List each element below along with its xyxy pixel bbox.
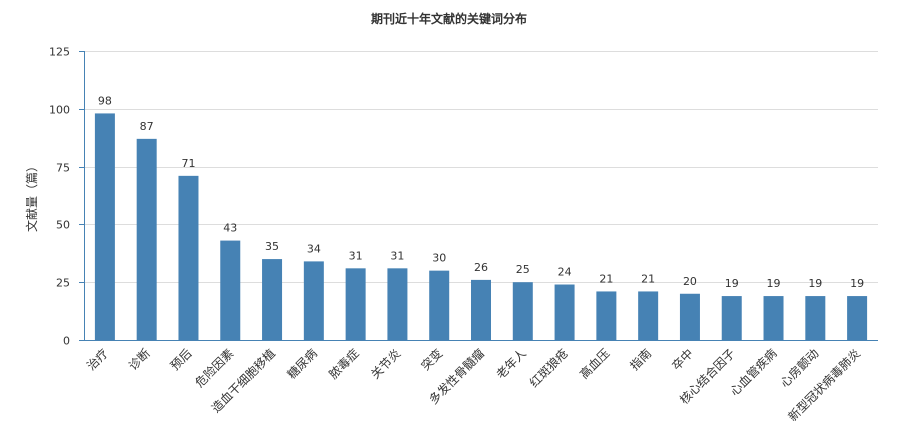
x-tick-label: 预后 xyxy=(168,346,195,373)
grid-lines xyxy=(84,51,878,283)
x-tick-label: 红斑狼疮 xyxy=(526,346,571,391)
y-tick-label: 100 xyxy=(49,104,70,117)
bar xyxy=(94,113,115,340)
y-axis-label: 文献量（篇） xyxy=(24,160,39,232)
x-tick-label: 指南 xyxy=(627,346,655,374)
y-tick-label: 50 xyxy=(56,219,70,232)
x-tick-label: 高血压 xyxy=(576,346,612,382)
bar xyxy=(429,270,450,340)
x-tick-label: 诊断 xyxy=(125,346,153,374)
bar xyxy=(471,279,491,340)
x-tick-label: 心房颤动 xyxy=(777,346,822,391)
x-tick-label: 脓毒症 xyxy=(326,346,362,382)
bar xyxy=(721,296,742,340)
data-label: 34 xyxy=(307,242,321,255)
x-tick-label: 老年人 xyxy=(494,346,529,381)
y-tick-label: 0 xyxy=(63,335,70,348)
y-tick-label: 75 xyxy=(56,162,70,175)
data-label: 19 xyxy=(808,277,822,290)
bar xyxy=(387,268,408,340)
value-labels: 98 87 71 43 35 34 31 31 30 26 25 24 21 21 20 19 19 19 19 xyxy=(98,94,864,290)
x-tick-label: 糖尿病 xyxy=(284,346,320,382)
data-label: 31 xyxy=(349,249,363,262)
data-label: 21 xyxy=(641,272,655,285)
bar xyxy=(763,296,784,340)
bar xyxy=(512,282,533,340)
bar xyxy=(596,291,617,340)
data-label: 19 xyxy=(767,277,781,290)
bars xyxy=(94,113,868,340)
data-label: 87 xyxy=(140,120,154,133)
data-label: 71 xyxy=(181,157,195,170)
x-tick-label: 治疗 xyxy=(84,346,111,373)
data-label: 43 xyxy=(223,222,237,235)
bar xyxy=(805,296,826,340)
data-label: 30 xyxy=(432,252,446,265)
bar xyxy=(178,175,199,340)
data-label: 19 xyxy=(850,277,864,290)
x-tick-label: 新型冠状病毒肺炎 xyxy=(785,346,863,424)
bar xyxy=(679,293,700,340)
data-label: 35 xyxy=(265,240,279,253)
bar xyxy=(220,240,241,340)
axes xyxy=(79,51,878,341)
data-label: 21 xyxy=(599,272,613,285)
data-label: 26 xyxy=(474,261,488,274)
data-label: 19 xyxy=(725,277,739,290)
bar xyxy=(345,268,366,340)
bar xyxy=(303,261,324,340)
data-label: 25 xyxy=(516,263,530,276)
x-tick-label: 关节炎 xyxy=(368,346,403,381)
data-label: 20 xyxy=(683,275,697,288)
y-tick-labels: 0 25 50 75 100 125 xyxy=(49,46,70,348)
data-label: 98 xyxy=(98,94,112,107)
data-label: 31 xyxy=(390,249,404,262)
data-label: 24 xyxy=(558,266,572,279)
y-tick-label: 125 xyxy=(49,46,70,59)
bar xyxy=(847,296,868,340)
x-tick-label: 卒中 xyxy=(668,346,696,374)
x-tick-label: 突变 xyxy=(418,346,446,374)
bar xyxy=(638,291,659,340)
x-tick-label: 危险因素 xyxy=(192,346,237,391)
y-tick-label: 25 xyxy=(56,277,70,290)
bar xyxy=(136,138,157,340)
chart-title: 期刊近十年文献的关键词分布 xyxy=(371,11,527,26)
bar xyxy=(262,259,283,340)
bar xyxy=(554,284,575,340)
